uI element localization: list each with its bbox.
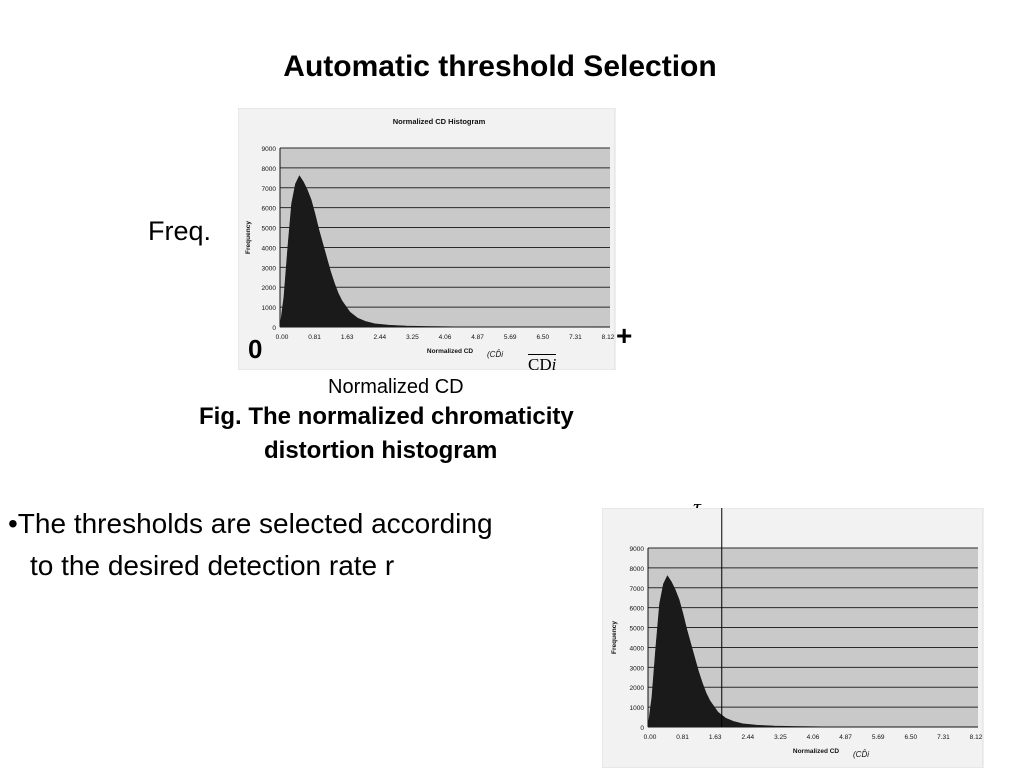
zero-label: 0 <box>248 334 263 364</box>
x-tick-label: 3.25 <box>406 334 419 341</box>
y-tick-label: 6000 <box>262 206 277 213</box>
y-axis-label: Frequency <box>611 621 618 654</box>
x-tick-label: 0.00 <box>644 734 657 741</box>
x-tick-label: 1.63 <box>341 334 354 341</box>
x-axis-symbol: (CD̂i <box>853 750 869 759</box>
figure-caption: Fig. The normalized chromaticity distort… <box>150 400 770 468</box>
y-tick-label: 3000 <box>262 265 277 272</box>
x-tick-label: 7.31 <box>937 734 950 741</box>
x-tick-label: 4.87 <box>471 334 484 341</box>
y-tick-label: 4000 <box>630 645 645 652</box>
x-axis-symbol: (CD̂i <box>487 350 503 359</box>
x-tick-label: 0.81 <box>308 334 321 341</box>
x-tick-label: 0.00 <box>276 334 289 341</box>
slide-title: Automatic threshold Selection <box>283 50 717 83</box>
x-tick-label: 5.69 <box>872 734 885 741</box>
x-tick-label: 7.31 <box>569 334 582 341</box>
x-tick-label: 3.25 <box>774 734 787 741</box>
cdi-label: CDi <box>528 354 557 374</box>
y-tick-label: 9000 <box>630 546 645 553</box>
histogram-series <box>279 175 596 328</box>
y-tick-label: 0 <box>640 725 644 732</box>
cdi-label-text: CD <box>528 355 552 374</box>
x-tick-label: 8.12 <box>970 734 983 741</box>
y-tick-label: 9000 <box>262 146 277 153</box>
x-axis-label: Normalized CD <box>427 348 474 355</box>
x-tick-label: 4.87 <box>839 734 852 741</box>
y-tick-label: 1000 <box>630 705 645 712</box>
y-tick-label: 5000 <box>630 626 645 633</box>
x-tick-label: 4.06 <box>807 734 820 741</box>
y-tick-label: 2000 <box>630 685 645 692</box>
bullet-point: •The thresholds are selected according t… <box>8 503 608 587</box>
cdi-label-sub: i <box>551 355 557 374</box>
x-tick-label: 6.50 <box>536 334 549 341</box>
y-tick-label: 6000 <box>630 606 645 613</box>
bullet-line-1: •The thresholds are selected according <box>8 508 493 539</box>
y-tick-label: 5000 <box>262 226 277 233</box>
x-tick-label: 2.44 <box>741 734 754 741</box>
x-tick-label: 2.44 <box>373 334 386 341</box>
histogram-chart-2: 0 1000 2000 3000 4000 5000 6000 7000 8000 9000 0.0… <box>602 508 984 768</box>
freq-axis-label: Freq. <box>148 216 212 246</box>
x-tick-label: 8.12 <box>602 334 615 341</box>
x-tick-label: 4.06 <box>439 334 452 341</box>
normalized-cd-label: Normalized CD <box>328 376 464 398</box>
x-tick-label: 0.81 <box>676 734 689 741</box>
caption-line-1: Fig. The normalized chromaticity <box>199 403 574 430</box>
y-tick-label: 0 <box>272 325 276 332</box>
x-tick-label: 5.69 <box>504 334 517 341</box>
x-tick-label: 1.63 <box>709 734 722 741</box>
chart-title: Normalized CD Histogram <box>393 117 486 126</box>
plus-label: + <box>616 320 633 351</box>
x-tick-label: 6.50 <box>904 734 917 741</box>
bullet-line-2: to the desired detection rate r <box>30 550 395 581</box>
histogram-series <box>647 575 964 728</box>
y-axis-label: Frequency <box>245 221 252 254</box>
x-axis-label: Normalized CD <box>793 748 840 755</box>
y-tick-label: 1000 <box>262 305 277 312</box>
y-tick-label: 3000 <box>630 665 645 672</box>
y-tick-label: 8000 <box>630 566 645 573</box>
y-tick-label: 7000 <box>262 186 277 193</box>
caption-line-2: distortion histogram <box>264 437 498 464</box>
histogram-chart-1: 0 1000 2000 3000 4000 5000 6000 7000 8000 9000 0.0… <box>238 108 616 370</box>
y-tick-label: 8000 <box>262 166 277 173</box>
tau-symbol: τ <box>693 494 701 519</box>
y-tick-label: 4000 <box>262 245 277 252</box>
y-tick-label: 7000 <box>630 586 645 593</box>
y-tick-label: 2000 <box>262 285 277 292</box>
